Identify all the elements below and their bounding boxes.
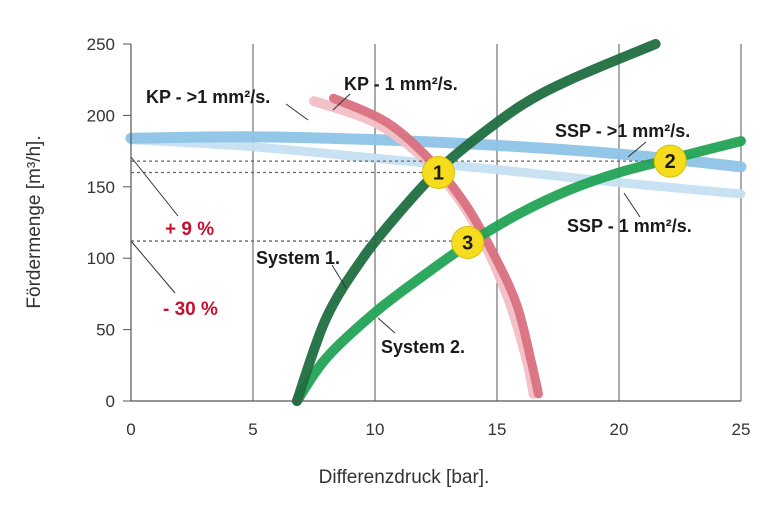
- annotation-plus-9: + 9 %: [165, 219, 214, 240]
- marker-label-3: 3: [462, 232, 473, 254]
- leader-line-1: [285, 103, 309, 121]
- x-tick-label-5: 5: [248, 420, 257, 439]
- leader-line-7: [130, 156, 179, 217]
- y-tick-label-200: 200: [87, 106, 115, 125]
- markers: 1 2 3: [421, 144, 687, 259]
- series-label-kp-1: KP - 1 mm²/s.: [344, 74, 458, 94]
- series-label-kp-gt1: KP - >1 mm²/s.: [146, 87, 270, 107]
- reference-lines: [130, 93, 668, 334]
- series-label-system-1: System 1.: [256, 248, 340, 268]
- annotation-minus-30: - 30 %: [163, 299, 218, 320]
- series-line-ssp-gt1: [125, 131, 747, 173]
- series-label-system-2: System 2.: [381, 337, 465, 357]
- y-tick-label-50: 50: [96, 321, 115, 340]
- y-axis-title: Fördermenge [m³/h].: [24, 135, 45, 308]
- leader-line-2: [332, 93, 351, 111]
- leader-line-5: [331, 264, 347, 289]
- series-line-system-2: [291, 136, 746, 406]
- marker-label-2: 2: [665, 151, 676, 173]
- x-tick-label-10: 10: [366, 420, 385, 439]
- series-label-ssp-1: SSP - 1 mm²/s.: [567, 216, 692, 236]
- marker-label-1: 1: [433, 163, 444, 185]
- marker-circle-2: [653, 144, 687, 178]
- y-tick-label-0: 0: [106, 392, 115, 411]
- y-tick-label-150: 150: [87, 178, 115, 197]
- marker-circle-3: [451, 225, 485, 259]
- axes: [123, 43, 741, 402]
- x-axis-title: Differenzdruck [bar].: [319, 467, 490, 488]
- leader-line-3: [627, 141, 647, 158]
- x-tick-label-0: 0: [126, 420, 135, 439]
- x-tick-label-15: 15: [488, 420, 507, 439]
- leader-line-6: [377, 317, 396, 334]
- leader-line-8: [130, 240, 176, 294]
- x-tick-label-20: 20: [610, 420, 629, 439]
- y-tick-label-100: 100: [87, 249, 115, 268]
- series-line-kp-1: [329, 93, 543, 399]
- marker-circle-1: [421, 156, 455, 190]
- leader-line-4: [623, 192, 641, 218]
- x-tick-label-25: 25: [732, 420, 751, 439]
- y-tick-label-250: 250: [87, 35, 115, 54]
- series-label-ssp-gt1: SSP - >1 mm²/s.: [555, 121, 690, 141]
